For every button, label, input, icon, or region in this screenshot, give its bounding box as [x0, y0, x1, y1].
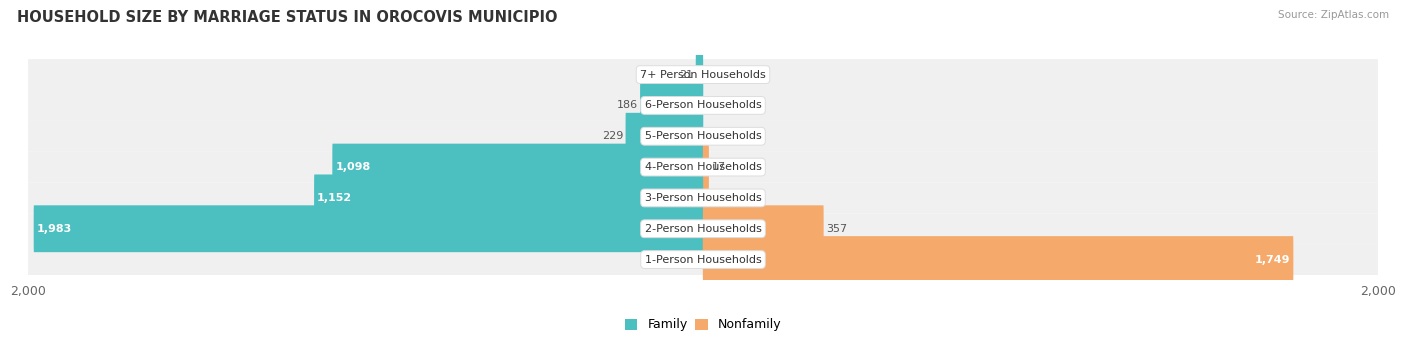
FancyBboxPatch shape	[703, 205, 824, 252]
Text: 3-Person Households: 3-Person Households	[644, 193, 762, 203]
FancyBboxPatch shape	[703, 144, 709, 191]
Text: 21: 21	[679, 70, 693, 79]
FancyBboxPatch shape	[703, 236, 1294, 283]
Text: 6-Person Households: 6-Person Households	[644, 101, 762, 110]
FancyBboxPatch shape	[28, 90, 1378, 121]
Legend: Family, Nonfamily: Family, Nonfamily	[620, 313, 786, 336]
Text: 4-Person Households: 4-Person Households	[644, 162, 762, 172]
FancyBboxPatch shape	[28, 182, 1378, 213]
Text: 1,749: 1,749	[1256, 255, 1291, 265]
Text: HOUSEHOLD SIZE BY MARRIAGE STATUS IN OROCOVIS MUNICIPIO: HOUSEHOLD SIZE BY MARRIAGE STATUS IN ORO…	[17, 10, 557, 25]
Text: 2-Person Households: 2-Person Households	[644, 224, 762, 234]
Text: 5-Person Households: 5-Person Households	[644, 131, 762, 141]
Text: 1-Person Households: 1-Person Households	[644, 255, 762, 265]
FancyBboxPatch shape	[332, 144, 703, 191]
Text: 186: 186	[616, 101, 637, 110]
FancyBboxPatch shape	[28, 59, 1378, 90]
Text: 7+ Person Households: 7+ Person Households	[640, 70, 766, 79]
FancyBboxPatch shape	[34, 205, 703, 252]
Text: 1,098: 1,098	[335, 162, 370, 172]
Text: 1,152: 1,152	[316, 193, 352, 203]
Text: 229: 229	[602, 131, 623, 141]
FancyBboxPatch shape	[28, 244, 1378, 275]
Text: 357: 357	[827, 224, 848, 234]
FancyBboxPatch shape	[696, 51, 703, 98]
FancyBboxPatch shape	[626, 113, 703, 160]
Text: 1,983: 1,983	[37, 224, 72, 234]
FancyBboxPatch shape	[28, 121, 1378, 152]
Text: 17: 17	[711, 162, 725, 172]
Text: Source: ZipAtlas.com: Source: ZipAtlas.com	[1278, 10, 1389, 20]
FancyBboxPatch shape	[28, 213, 1378, 244]
FancyBboxPatch shape	[640, 82, 703, 129]
FancyBboxPatch shape	[28, 152, 1378, 182]
FancyBboxPatch shape	[314, 175, 703, 221]
